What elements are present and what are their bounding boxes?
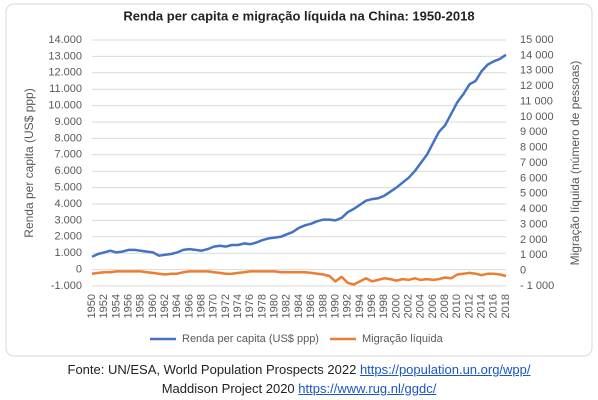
- y-tick-label: 0: [76, 264, 82, 276]
- y2-tick-label: 9 000: [520, 126, 548, 138]
- y-axis-title: Renda per capita (US$ ppp): [22, 88, 36, 237]
- source-link[interactable]: https://www.rug.nl/ggdc/: [298, 381, 437, 396]
- source-link[interactable]: https://population.un.org/wpp/: [359, 362, 531, 377]
- x-tick-label: 1954: [110, 294, 122, 318]
- y2-tick-label: 0: [520, 265, 526, 277]
- x-tick-label: 1984: [293, 294, 305, 318]
- y-tick-label: 3.000: [54, 214, 82, 226]
- y2-tick-label: 13 000: [520, 65, 554, 77]
- y2-tick-label: 3 000: [520, 218, 548, 230]
- x-tick-label: 1962: [159, 294, 171, 318]
- x-tick-label: 1980: [269, 294, 281, 318]
- x-tick-label: 1970: [208, 294, 220, 318]
- y2-tick-label: 15 000: [520, 34, 554, 46]
- x-tick-label: 1996: [366, 294, 378, 318]
- y-tick-label: 8.000: [54, 132, 82, 144]
- x-tick-label: 1988: [317, 294, 329, 318]
- x-tick-label: 2012: [463, 294, 475, 318]
- y-tick-label: -1.000: [51, 280, 82, 292]
- source-text: Maddison Project 2020: [161, 381, 295, 396]
- x-tick-label: 2016: [488, 294, 500, 318]
- source-text: Fonte: UN/ESA, World Population Prospect…: [67, 362, 357, 377]
- x-tick-label: 2004: [415, 294, 427, 318]
- y2-tick-label: 8 000: [520, 142, 548, 154]
- x-tick-label: 1956: [122, 294, 134, 318]
- chart-border: [5, 3, 593, 357]
- legend-label: Renda per capita (US$ ppp): [182, 333, 319, 345]
- x-tick-label: 1960: [147, 294, 159, 318]
- x-tick-label: 1974: [232, 294, 244, 318]
- x-tick-label: 2002: [402, 294, 414, 318]
- x-tick-label: 2018: [500, 294, 512, 318]
- y2-tick-label: 12 000: [520, 80, 554, 92]
- y2-tick-label: 11 000: [520, 95, 553, 107]
- x-tick-label: 1958: [135, 294, 147, 318]
- x-tick-label: 1976: [244, 294, 256, 318]
- y2-tick-label: 2 000: [520, 234, 548, 246]
- y-tick-label: 6.000: [54, 165, 82, 177]
- y-tick-label: 2.000: [54, 231, 82, 243]
- x-tick-label: 1964: [171, 294, 183, 318]
- series-line: [91, 270, 507, 286]
- y-tick-label: 7.000: [54, 149, 82, 161]
- y2-tick-label: 1 000: [520, 249, 548, 261]
- y2-tick-label: 10 000: [520, 111, 554, 123]
- x-tick-label: 1998: [378, 294, 390, 318]
- y2-axis-title: Migração líquida (número de pessoas): [568, 61, 582, 266]
- y-tick-label: 10.000: [48, 100, 82, 112]
- y2-tick-label: 5 000: [520, 188, 548, 200]
- x-tick-label: 1978: [256, 294, 268, 318]
- y-tick-label: 13.000: [48, 50, 82, 62]
- x-tick-label: 1972: [220, 294, 232, 318]
- x-tick-label: 1968: [195, 294, 207, 318]
- source-line: Fonte: UN/ESA, World Population Prospect…: [0, 362, 598, 377]
- y-tick-label: 5.000: [54, 182, 82, 194]
- x-tick-label: 1950: [86, 294, 98, 318]
- y-tick-label: 12.000: [48, 67, 82, 79]
- x-tick-label: 1952: [98, 294, 110, 318]
- y2-tick-label: 7 000: [520, 157, 548, 169]
- chart: Renda per capita e migração líquida na C…: [5, 3, 593, 357]
- y2-tick-label: 6 000: [520, 172, 548, 184]
- y2-tick-label: 4 000: [520, 203, 548, 215]
- source-line: Maddison Project 2020 https://www.rug.nl…: [0, 381, 598, 396]
- x-tick-label: 1986: [305, 294, 317, 318]
- x-tick-label: 1982: [281, 294, 293, 318]
- y2-tick-label: - 1 000: [520, 280, 554, 292]
- x-tick-label: 2014: [476, 294, 488, 318]
- x-tick-label: 2000: [390, 294, 402, 318]
- x-tick-label: 1992: [342, 294, 354, 318]
- y-tick-label: 11.000: [49, 83, 82, 95]
- y-tick-label: 4.000: [54, 198, 82, 210]
- x-tick-label: 2008: [439, 294, 451, 318]
- x-tick-label: 2010: [451, 294, 463, 318]
- y-tick-label: 9.000: [54, 116, 82, 128]
- chart-title: Renda per capita e migração líquida na C…: [123, 8, 474, 23]
- x-tick-label: 1994: [354, 294, 366, 318]
- legend-label: Migração líquida: [362, 333, 444, 345]
- x-tick-label: 1990: [329, 294, 341, 318]
- x-tick-label: 1966: [183, 294, 195, 318]
- series-line: [91, 53, 507, 258]
- y-tick-label: 1.000: [54, 247, 82, 259]
- y-tick-label: 14.000: [48, 34, 82, 46]
- x-tick-label: 2006: [427, 294, 439, 318]
- y2-tick-label: 14 000: [520, 49, 554, 61]
